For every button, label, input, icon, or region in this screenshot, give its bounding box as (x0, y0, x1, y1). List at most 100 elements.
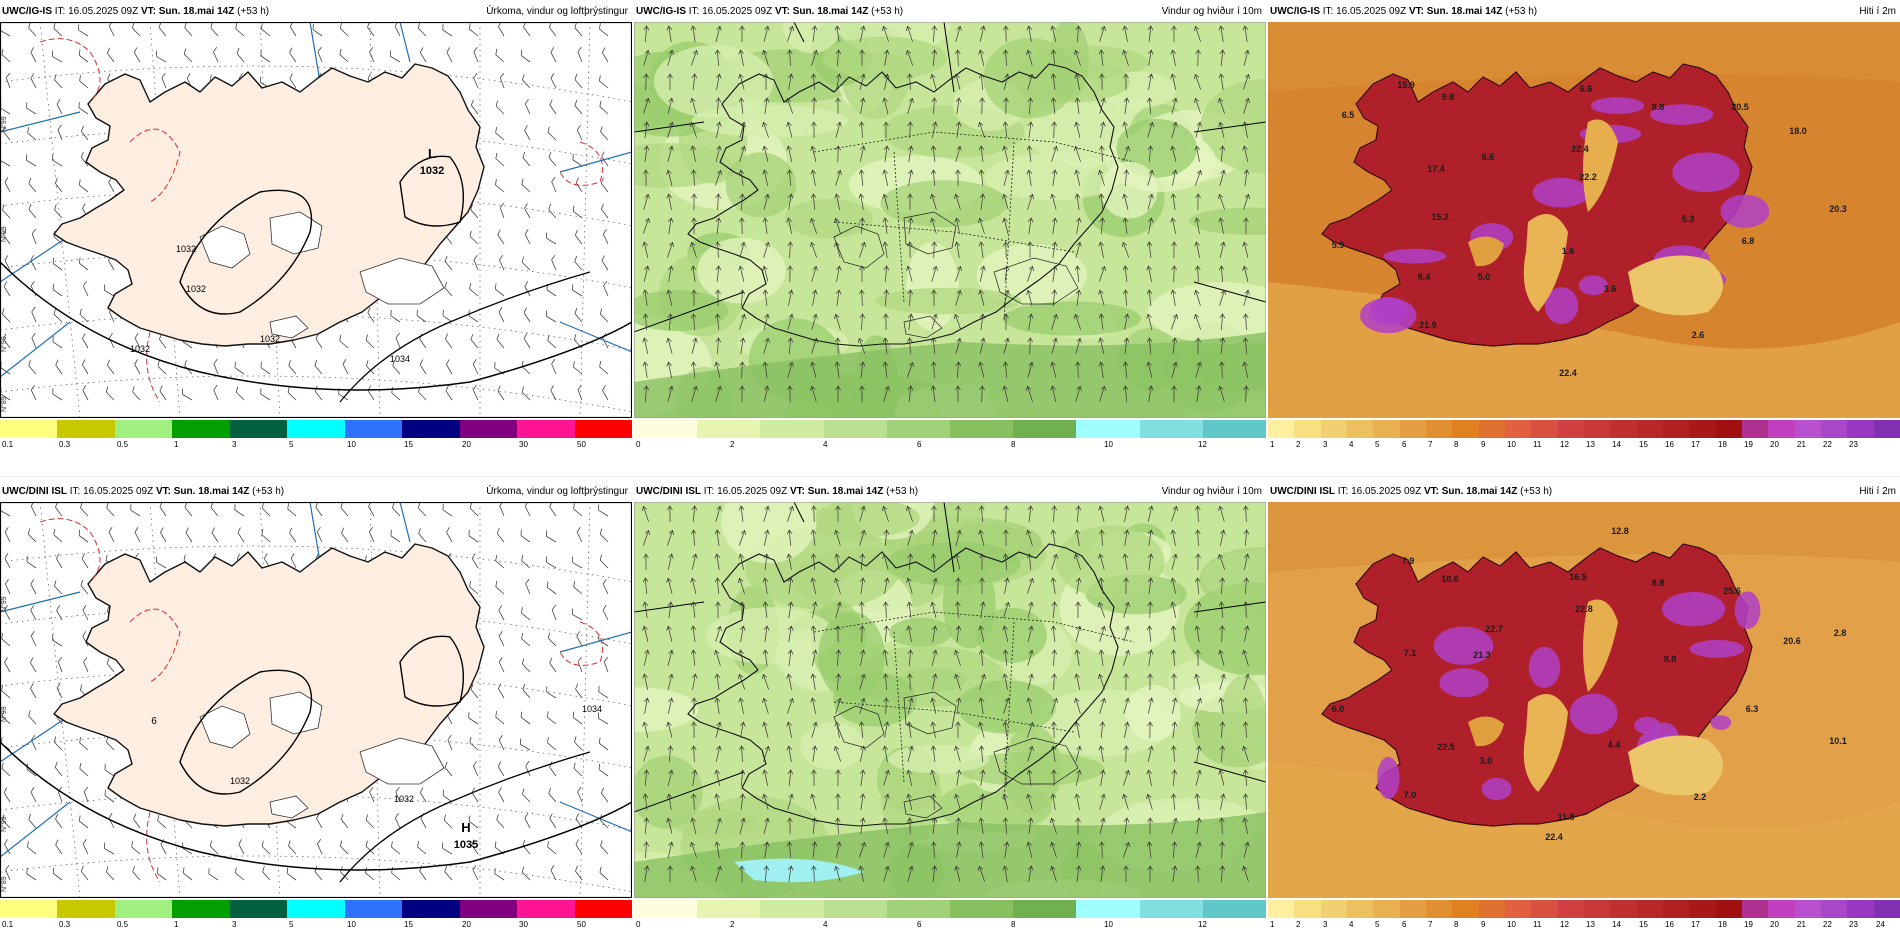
panel-title: Úrkoma, vindur og loftþrýstingur (486, 6, 628, 17)
colorbar-tick: 15 (404, 440, 413, 449)
meta-vt: Sun. 18.mai 14Z (792, 6, 869, 17)
colorbar-tick: 12 (1560, 440, 1569, 449)
colorbar-tick: 1 (174, 440, 179, 449)
colorbar-swatch (114, 420, 173, 438)
row-separator (0, 476, 1900, 477)
colorbar-tick: 0 (636, 440, 641, 449)
colorbar-swatch (1425, 900, 1453, 918)
colorbar-tick: 22 (1823, 440, 1832, 449)
colorbar-tick: 4 (823, 440, 828, 449)
panel-meta: UWC/DINI ISL IT: 16.05.2025 09Z VT: Sun.… (1270, 484, 1552, 500)
colorbar-tick: 12 (1198, 440, 1207, 449)
colorbar-tick: 10 (1507, 440, 1516, 449)
colorbar-tick: 0.3 (59, 920, 71, 929)
temperature-label: 21.9 (1419, 320, 1437, 330)
map-canvas: 12.8 7.9 10.6 16.5 8.8 25.6 22.8 22.7 20.6 2.8 7.1… (1268, 502, 1900, 898)
colorbar-swatch (1076, 900, 1140, 918)
colorbar-tick: 11 (1533, 440, 1542, 449)
colorbar-tick: 1 (1270, 920, 1275, 929)
colorbar-swatch (1531, 420, 1558, 438)
temperature-label: 6.8 (1742, 236, 1755, 246)
temperature-label: 15.9 (1397, 80, 1415, 90)
colorbar-swatch (57, 420, 115, 438)
map-canvas: L 1032 1032 1032 1032 1034 1032 N°99 N°99 N°99 N°8… (0, 22, 632, 418)
colorbar-tick: 0.5 (117, 440, 129, 449)
colorbar-swatch (1610, 420, 1637, 438)
colorbar-tick: 12 (1560, 920, 1569, 929)
colorbar-tick: 6 (917, 440, 922, 449)
temperature-label: 20.6 (1783, 636, 1801, 646)
colorbar-tick: 2 (1296, 920, 1301, 929)
colorbar-swatch (229, 420, 288, 438)
colorbar (1268, 900, 1900, 918)
panel-meta: UWC/IG-IS IT: 16.05.2025 09Z VT: Sun. 18… (636, 4, 903, 20)
colorbar-swatch (1583, 900, 1611, 918)
temperature-label: 2.6 (1692, 330, 1705, 340)
temperature-label: 2.8 (1834, 628, 1847, 638)
lat-label: N°99 (0, 596, 8, 612)
colorbar-tick: 17 (1691, 440, 1700, 449)
temperature-label: 5.0 (1478, 272, 1491, 282)
map-canvas: 6.5 15.9 9.8 6.6 8.8 20.5 18.0 22.4 6.6 22.2 17.4 1… (1268, 22, 1900, 418)
colorbar-swatch (1847, 420, 1874, 438)
panel-meta: UWC/IG-IS IT: 16.05.2025 09Z VT: Sun. 18… (1270, 4, 1537, 20)
colorbar-tick: 18 (1718, 440, 1727, 449)
colorbar-swatch (57, 900, 115, 918)
colorbar-swatch (1294, 420, 1321, 438)
meta-model: UWC/IG-IS (636, 6, 686, 17)
temperature-label: 6.0 (1332, 704, 1345, 714)
colorbar-swatch (1583, 420, 1611, 438)
colorbar-swatch (1452, 900, 1479, 918)
colorbar-swatch (1268, 420, 1295, 438)
temperature-label: 6.3 (1746, 704, 1759, 714)
colorbar-tick: 0 (636, 920, 641, 929)
colorbar-ticks: 0.1 0.3 0.5 1 3 5 10 15 20 30 50 (0, 920, 632, 932)
colorbar-swatch (1399, 900, 1426, 918)
colorbar-tick: 3 (232, 440, 237, 449)
colorbar-tick: 5 (289, 440, 294, 449)
meta-lead: (+53 h) (871, 6, 904, 17)
temperature-label: 17.4 (1427, 164, 1445, 174)
panel-header: UWC/IG-IS IT: 16.05.2025 09Z VT: Sun. 18… (1268, 4, 1900, 20)
temperature-label: 10.6 (1441, 574, 1459, 584)
colorbar-swatch (1425, 420, 1453, 438)
map-panel-temp: UWC/DINI ISL IT: 16.05.2025 09Z VT: Sun.… (1268, 484, 1900, 944)
colorbar-swatch (1268, 900, 1295, 918)
colorbar-swatch (287, 900, 345, 918)
map-area: 12.8 7.9 10.6 16.5 8.8 25.6 22.8 22.7 20.6 2.8 7.1… (1268, 502, 1900, 898)
colorbar-swatch (1346, 420, 1374, 438)
colorbar-swatch (1373, 900, 1400, 918)
colorbar-tick: 17 (1691, 920, 1700, 929)
temperature-label: 22.4 (1571, 144, 1589, 154)
map-label: 1032 (420, 165, 444, 177)
temperature-label: 18.0 (1789, 126, 1807, 136)
colorbar-swatch (1139, 420, 1203, 438)
map-label: 1035 (454, 839, 478, 851)
colorbar-swatch (1531, 900, 1558, 918)
panel-title: Hiti í 2m (1859, 486, 1896, 497)
colorbar-swatch (0, 420, 58, 438)
colorbar-swatch (1202, 900, 1267, 918)
colorbar-tick: 0.5 (117, 920, 129, 929)
colorbar-swatch (344, 900, 403, 918)
colorbar-tick: 15 (1639, 920, 1648, 929)
meta-vt-label: VT: (789, 486, 805, 497)
colorbar-swatch (1715, 420, 1742, 438)
lat-label: N°99 (0, 226, 8, 242)
colorbar-swatch (1820, 900, 1848, 918)
colorbar-tick: 8 (1454, 440, 1459, 449)
temperature-label: 4.4 (1608, 740, 1621, 750)
lat-label: N°99 (0, 116, 8, 132)
colorbar-tick: 20 (462, 920, 471, 929)
temperature-label: 1.6 (1562, 246, 1575, 256)
colorbar-tick: 20 (1770, 440, 1779, 449)
colorbar-swatch (1139, 900, 1203, 918)
colorbar-tick: 6 (1402, 440, 1407, 449)
map-label: H (461, 820, 470, 835)
colorbar-tick: 20 (462, 440, 471, 449)
temperature-label: 20.5 (1731, 102, 1749, 112)
panel-title: Vindur og hviður í 10m (1161, 6, 1262, 17)
lat-label: N°99 (0, 706, 8, 722)
temperature-label: 7.9 (1402, 556, 1415, 566)
colorbar-ticks: 0.1 0.3 0.5 1 3 5 10 15 20 30 50 (0, 440, 632, 452)
